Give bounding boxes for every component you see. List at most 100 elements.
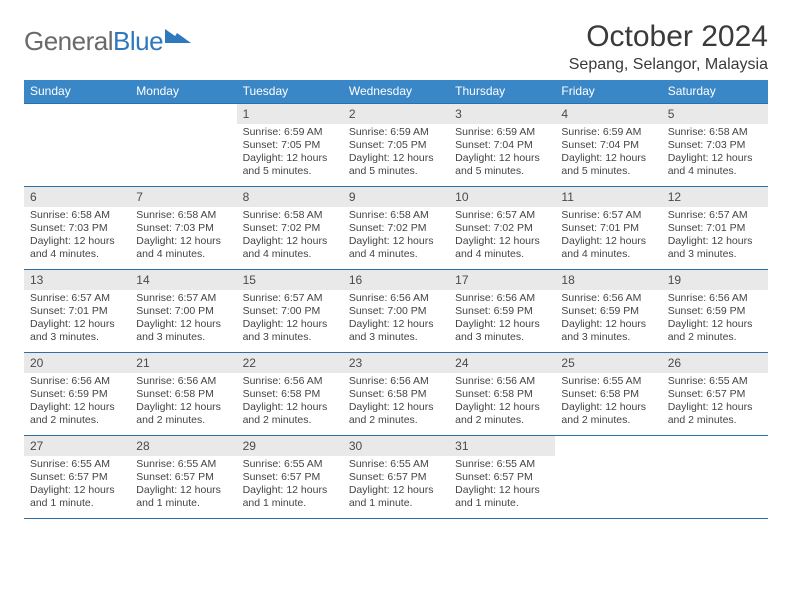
calendar-day-cell: 11Sunrise: 6:57 AMSunset: 7:01 PMDayligh… — [555, 187, 661, 269]
sunset-line: Sunset: 7:02 PM — [455, 222, 549, 235]
day-number: 6 — [24, 187, 130, 207]
brand-logo: GeneralBlue — [24, 26, 191, 57]
weekday-header: Friday — [555, 80, 661, 103]
day-details: Sunrise: 6:59 AMSunset: 7:05 PMDaylight:… — [343, 124, 449, 183]
sunset-line: Sunset: 7:01 PM — [668, 222, 762, 235]
day-details: Sunrise: 6:55 AMSunset: 6:57 PMDaylight:… — [449, 456, 555, 515]
day-details: Sunrise: 6:57 AMSunset: 7:00 PMDaylight:… — [237, 290, 343, 349]
day-details: Sunrise: 6:59 AMSunset: 7:04 PMDaylight:… — [449, 124, 555, 183]
sunset-line: Sunset: 6:57 PM — [668, 388, 762, 401]
calendar-day-cell: 31Sunrise: 6:55 AMSunset: 6:57 PMDayligh… — [449, 436, 555, 518]
sunset-line: Sunset: 6:59 PM — [30, 388, 124, 401]
calendar-day-cell: 9Sunrise: 6:58 AMSunset: 7:02 PMDaylight… — [343, 187, 449, 269]
calendar-day-cell: 30Sunrise: 6:55 AMSunset: 6:57 PMDayligh… — [343, 436, 449, 518]
sunrise-line: Sunrise: 6:55 AM — [30, 458, 124, 471]
day-details: Sunrise: 6:56 AMSunset: 6:58 PMDaylight:… — [237, 373, 343, 432]
day-number: 16 — [343, 270, 449, 290]
day-number: 14 — [130, 270, 236, 290]
weekday-header: Tuesday — [237, 80, 343, 103]
daylight-line: Daylight: 12 hours and 3 minutes. — [30, 318, 124, 344]
sunset-line: Sunset: 6:59 PM — [561, 305, 655, 318]
sunset-line: Sunset: 7:05 PM — [349, 139, 443, 152]
sunset-line: Sunset: 6:58 PM — [136, 388, 230, 401]
sunset-line: Sunset: 7:02 PM — [243, 222, 337, 235]
day-number: 29 — [237, 436, 343, 456]
day-number: 27 — [24, 436, 130, 456]
calendar-day-cell: 2Sunrise: 6:59 AMSunset: 7:05 PMDaylight… — [343, 104, 449, 186]
weekday-header: Saturday — [662, 80, 768, 103]
sunset-line: Sunset: 6:58 PM — [349, 388, 443, 401]
day-details: Sunrise: 6:55 AMSunset: 6:57 PMDaylight:… — [237, 456, 343, 515]
brand-part1: General — [24, 26, 113, 56]
sunset-line: Sunset: 6:57 PM — [349, 471, 443, 484]
sunrise-line: Sunrise: 6:56 AM — [455, 375, 549, 388]
sunrise-line: Sunrise: 6:57 AM — [136, 292, 230, 305]
calendar-day-cell: 15Sunrise: 6:57 AMSunset: 7:00 PMDayligh… — [237, 270, 343, 352]
day-number: 13 — [24, 270, 130, 290]
day-number: 28 — [130, 436, 236, 456]
day-number: 9 — [343, 187, 449, 207]
calendar-day-cell: 22Sunrise: 6:56 AMSunset: 6:58 PMDayligh… — [237, 353, 343, 435]
calendar-day-cell: 6Sunrise: 6:58 AMSunset: 7:03 PMDaylight… — [24, 187, 130, 269]
day-number: 24 — [449, 353, 555, 373]
day-number: 30 — [343, 436, 449, 456]
calendar-day-cell: 14Sunrise: 6:57 AMSunset: 7:00 PMDayligh… — [130, 270, 236, 352]
day-number: 26 — [662, 353, 768, 373]
day-number: 10 — [449, 187, 555, 207]
day-number: 1 — [237, 104, 343, 124]
day-details: Sunrise: 6:58 AMSunset: 7:03 PMDaylight:… — [662, 124, 768, 183]
sunset-line: Sunset: 7:03 PM — [136, 222, 230, 235]
sunset-line: Sunset: 6:58 PM — [243, 388, 337, 401]
day-number: 21 — [130, 353, 236, 373]
daylight-line: Daylight: 12 hours and 2 minutes. — [30, 401, 124, 427]
brand-mark-icon — [165, 25, 191, 52]
sunrise-line: Sunrise: 6:57 AM — [455, 209, 549, 222]
sunrise-line: Sunrise: 6:58 AM — [668, 126, 762, 139]
daylight-line: Daylight: 12 hours and 3 minutes. — [561, 318, 655, 344]
calendar-week: 6Sunrise: 6:58 AMSunset: 7:03 PMDaylight… — [24, 187, 768, 270]
sunrise-line: Sunrise: 6:55 AM — [136, 458, 230, 471]
sunset-line: Sunset: 6:58 PM — [561, 388, 655, 401]
sunset-line: Sunset: 7:00 PM — [136, 305, 230, 318]
header: GeneralBlue October 2024 Sepang, Selango… — [24, 20, 768, 74]
calendar-page: GeneralBlue October 2024 Sepang, Selango… — [0, 0, 792, 519]
day-details: Sunrise: 6:55 AMSunset: 6:57 PMDaylight:… — [24, 456, 130, 515]
calendar-day-cell: 10Sunrise: 6:57 AMSunset: 7:02 PMDayligh… — [449, 187, 555, 269]
calendar-day-cell: 12Sunrise: 6:57 AMSunset: 7:01 PMDayligh… — [662, 187, 768, 269]
sunset-line: Sunset: 7:02 PM — [349, 222, 443, 235]
sunset-line: Sunset: 6:57 PM — [136, 471, 230, 484]
day-number: 2 — [343, 104, 449, 124]
daylight-line: Daylight: 12 hours and 4 minutes. — [30, 235, 124, 261]
sunset-line: Sunset: 7:00 PM — [243, 305, 337, 318]
weekday-header: Sunday — [24, 80, 130, 103]
calendar-day-cell — [24, 104, 130, 186]
day-details: Sunrise: 6:56 AMSunset: 6:59 PMDaylight:… — [555, 290, 661, 349]
sunrise-line: Sunrise: 6:56 AM — [349, 292, 443, 305]
daylight-line: Daylight: 12 hours and 1 minute. — [136, 484, 230, 510]
daylight-line: Daylight: 12 hours and 4 minutes. — [561, 235, 655, 261]
day-details: Sunrise: 6:56 AMSunset: 7:00 PMDaylight:… — [343, 290, 449, 349]
calendar-day-cell: 3Sunrise: 6:59 AMSunset: 7:04 PMDaylight… — [449, 104, 555, 186]
calendar: SundayMondayTuesdayWednesdayThursdayFrid… — [24, 80, 768, 519]
day-details: Sunrise: 6:57 AMSunset: 7:01 PMDaylight:… — [662, 207, 768, 266]
sunset-line: Sunset: 6:57 PM — [30, 471, 124, 484]
calendar-week: 1Sunrise: 6:59 AMSunset: 7:05 PMDaylight… — [24, 104, 768, 187]
day-number: 8 — [237, 187, 343, 207]
day-number: 5 — [662, 104, 768, 124]
sunset-line: Sunset: 7:03 PM — [668, 139, 762, 152]
day-number: 25 — [555, 353, 661, 373]
calendar-day-cell: 18Sunrise: 6:56 AMSunset: 6:59 PMDayligh… — [555, 270, 661, 352]
day-details: Sunrise: 6:57 AMSunset: 7:01 PMDaylight:… — [555, 207, 661, 266]
day-number: 17 — [449, 270, 555, 290]
daylight-line: Daylight: 12 hours and 4 minutes. — [136, 235, 230, 261]
sunset-line: Sunset: 7:01 PM — [561, 222, 655, 235]
sunset-line: Sunset: 7:01 PM — [30, 305, 124, 318]
day-number: 23 — [343, 353, 449, 373]
calendar-day-cell: 20Sunrise: 6:56 AMSunset: 6:59 PMDayligh… — [24, 353, 130, 435]
daylight-line: Daylight: 12 hours and 2 minutes. — [455, 401, 549, 427]
sunset-line: Sunset: 7:00 PM — [349, 305, 443, 318]
day-number: 31 — [449, 436, 555, 456]
calendar-day-cell: 1Sunrise: 6:59 AMSunset: 7:05 PMDaylight… — [237, 104, 343, 186]
day-details: Sunrise: 6:59 AMSunset: 7:04 PMDaylight:… — [555, 124, 661, 183]
sunrise-line: Sunrise: 6:59 AM — [561, 126, 655, 139]
